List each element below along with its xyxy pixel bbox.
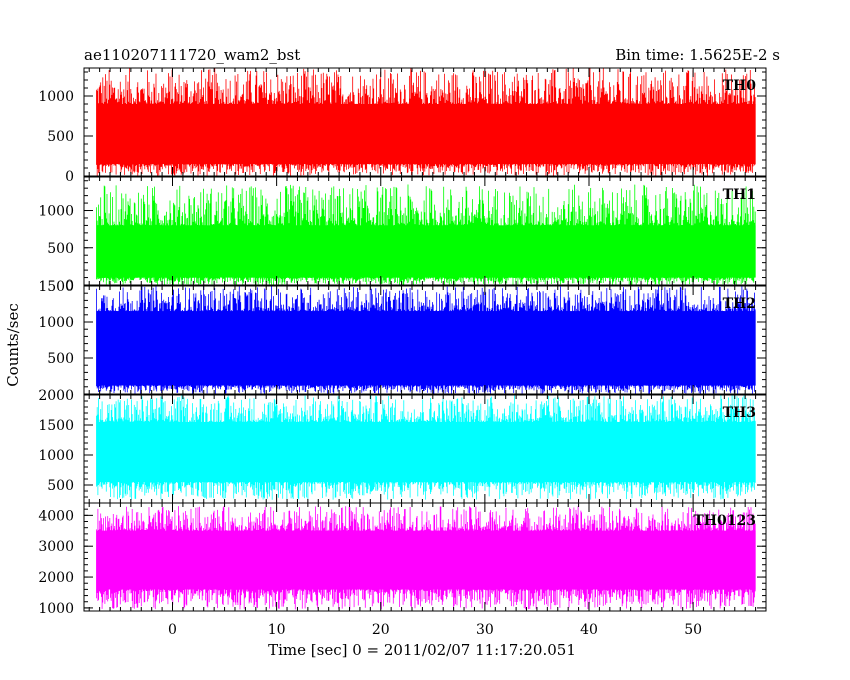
panel-label: TH0123: [693, 513, 756, 529]
panel-th0123: 1000 2000 3000 4000 TH0123: [38, 502, 767, 617]
x-tick-label: 30: [476, 622, 494, 638]
y-tick-label: 1000: [38, 448, 74, 464]
chart-title-left: ae110207111720_wam2_bst: [84, 46, 300, 64]
y-tick-label: 2000: [38, 570, 74, 586]
y-axis-label: Counts/sec: [4, 303, 22, 387]
x-tick-label: 20: [372, 622, 390, 638]
panel-frame: [83, 176, 767, 286]
panel-frame: [83, 285, 767, 395]
y-tick-label: 500: [47, 478, 74, 494]
series-line-th1: [96, 184, 756, 285]
panel-frame: [83, 502, 767, 612]
panel-label: TH2: [723, 296, 756, 312]
series-line-th0123: [96, 506, 756, 610]
y-tick-label: 0: [65, 169, 74, 185]
y-tick-label: 0: [65, 278, 74, 294]
x-axis-label: Time [sec] 0 = 2011/02/07 11:17:20.051: [268, 641, 576, 659]
y-tick-label: 1000: [38, 89, 74, 105]
panel-frame: [83, 67, 767, 177]
series-line-th0: [96, 68, 756, 176]
y-tick-label: 1500: [38, 279, 74, 295]
panels-group: 05001000TH005001000TH150010001500TH25001…: [38, 67, 767, 638]
panel-th0: 0 500 1000 TH0: [38, 67, 767, 185]
y-tick-label: 1500: [38, 418, 74, 434]
x-tick-label: 0: [168, 622, 177, 638]
x-tick-label: 40: [580, 622, 598, 638]
panel-th3: 500 1000 1500 2000 TH3: [38, 388, 767, 504]
y-tick-label: 500: [47, 351, 74, 367]
x-tick-label: 10: [268, 622, 286, 638]
y-tick-label: 1000: [38, 315, 74, 331]
y-tick-label: 500: [47, 129, 74, 145]
panel-th1: 0 500 1000 TH1: [38, 176, 767, 294]
y-tick-label: 1000: [38, 204, 74, 220]
chart-title-right: Bin time: 1.5625E-2 s: [615, 46, 780, 64]
panel-th2: 500 1000 1500 TH2: [38, 279, 767, 395]
y-tick-label: 1000: [38, 601, 74, 617]
y-tick-label: 2000: [38, 388, 74, 404]
series-line-th3: [96, 395, 756, 500]
panel-label: TH0: [723, 78, 757, 94]
panel-label: TH3: [723, 405, 756, 421]
y-tick-label: 500: [47, 241, 74, 257]
x-tick-label: 50: [684, 622, 702, 638]
y-tick-label: 4000: [38, 508, 74, 524]
series-line-th2: [96, 286, 756, 394]
y-tick-label: 3000: [38, 539, 74, 555]
panel-label: TH1: [723, 187, 756, 203]
